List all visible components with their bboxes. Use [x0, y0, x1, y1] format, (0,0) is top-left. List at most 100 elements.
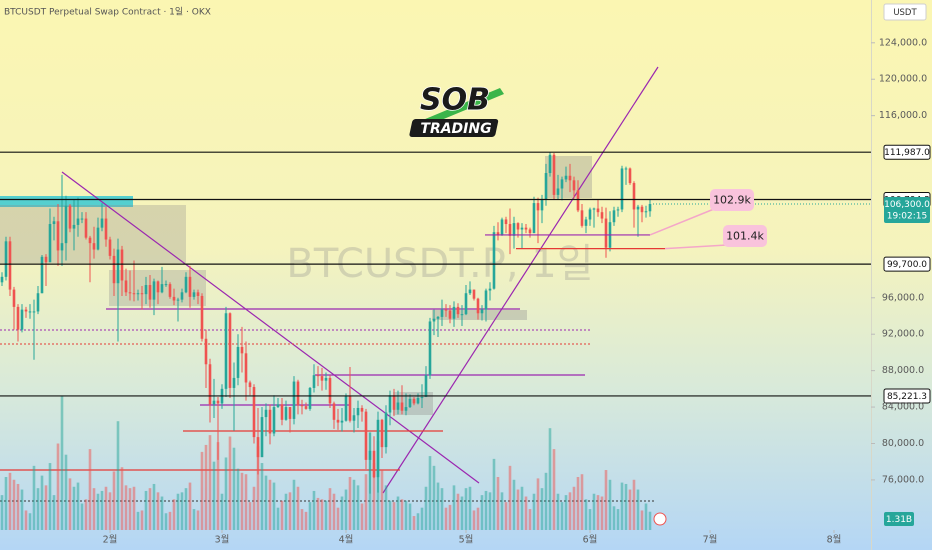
candle-body	[252, 387, 256, 438]
volume-bar	[156, 492, 160, 530]
volume-bar	[176, 493, 180, 530]
candle-body	[216, 400, 220, 404]
candle-body	[204, 338, 208, 365]
alert-icon	[653, 512, 667, 526]
logo: SOB TRADING	[409, 82, 504, 137]
volume-bar	[488, 492, 492, 530]
candle-body	[600, 212, 604, 219]
y-tick-label: 124,000.0	[879, 37, 927, 48]
candle-body	[304, 406, 308, 409]
candle-body	[524, 227, 528, 230]
volume-bar	[360, 503, 364, 530]
volume-bar	[372, 463, 376, 530]
candle-body	[56, 221, 60, 251]
volume-bar	[8, 472, 12, 530]
candle-body	[276, 404, 280, 408]
candle-body	[184, 276, 188, 293]
candle-body	[336, 419, 340, 423]
volume-bar	[224, 457, 228, 530]
volume-label: 1.31B	[886, 515, 912, 525]
candle-body	[168, 284, 172, 297]
candle-body	[148, 285, 152, 300]
volume-bar	[600, 496, 604, 530]
volume-bar	[16, 483, 20, 530]
candle-body	[580, 210, 584, 226]
volume-bar	[276, 507, 280, 530]
trend-line	[382, 66, 659, 494]
volume-bar	[496, 477, 500, 530]
candle-body	[356, 407, 360, 416]
candle-body	[596, 208, 600, 213]
candle-body	[420, 397, 424, 399]
candle-body	[320, 376, 324, 381]
currency: USDT	[893, 8, 917, 18]
volume-bar	[52, 495, 56, 530]
volume-bar	[436, 482, 440, 530]
candle-body	[620, 168, 624, 210]
volume-bar	[560, 502, 564, 530]
candle-body	[440, 309, 444, 317]
level-label: 111,987.0	[884, 148, 930, 158]
candle-body	[400, 402, 404, 411]
annotation-label: 101.4k	[726, 230, 764, 243]
volume-bar	[212, 461, 216, 530]
volume-bar	[160, 496, 164, 530]
volume-bar	[532, 493, 536, 530]
volume-bar	[124, 485, 128, 530]
candle-body	[464, 293, 468, 315]
volume-bar	[256, 446, 260, 530]
annotation-box	[723, 225, 767, 247]
candle-body	[20, 309, 24, 330]
volume-bar	[196, 510, 200, 530]
volume-bar	[228, 436, 232, 530]
volume-bar	[248, 502, 252, 530]
volume-bar	[316, 497, 320, 530]
volume-bar	[244, 474, 248, 530]
candle-body	[340, 420, 344, 423]
candle-body	[388, 395, 392, 413]
volume-bar	[272, 482, 276, 530]
volume-bar	[524, 496, 528, 530]
volume-bar	[580, 474, 584, 530]
volume-bar	[116, 421, 120, 530]
candle-body	[88, 237, 92, 244]
candle-body	[92, 243, 96, 250]
candle-body	[196, 292, 200, 296]
volume-bar	[312, 490, 316, 530]
volume-bar	[592, 493, 596, 530]
x-tick-label: 7월	[703, 534, 718, 546]
x-tick-label: 5월	[459, 534, 474, 546]
volume-bar	[280, 500, 284, 530]
candle-body	[544, 173, 548, 200]
volume-bar	[100, 490, 104, 530]
volume-bar	[388, 500, 392, 530]
volume-bar	[168, 511, 172, 530]
candle-body	[4, 241, 8, 277]
candle-body	[504, 219, 508, 225]
volume-bar	[416, 513, 420, 530]
volume-bar	[4, 477, 8, 530]
candle-body	[368, 450, 372, 460]
candle-body	[476, 298, 480, 314]
volume-bar	[328, 488, 332, 530]
candle-body	[284, 407, 288, 420]
volume-bar	[192, 509, 196, 530]
volume-bar	[264, 475, 268, 530]
candle-body	[628, 168, 632, 184]
volume-bar	[452, 485, 456, 530]
volume-bar	[636, 489, 640, 530]
candle-body	[508, 224, 512, 236]
candle-body	[68, 205, 72, 229]
candle-body	[108, 239, 112, 256]
candle-body	[632, 183, 636, 210]
volume-bar	[164, 513, 168, 530]
level-label-box	[883, 256, 931, 272]
volume-bar	[60, 396, 64, 530]
candle-layer	[0, 152, 652, 494]
candle-body	[328, 377, 332, 404]
candle-body	[588, 209, 592, 220]
volume-bar	[516, 489, 520, 530]
volume-bar	[572, 486, 576, 530]
candle-body	[80, 218, 84, 220]
volume-bar	[300, 509, 304, 530]
